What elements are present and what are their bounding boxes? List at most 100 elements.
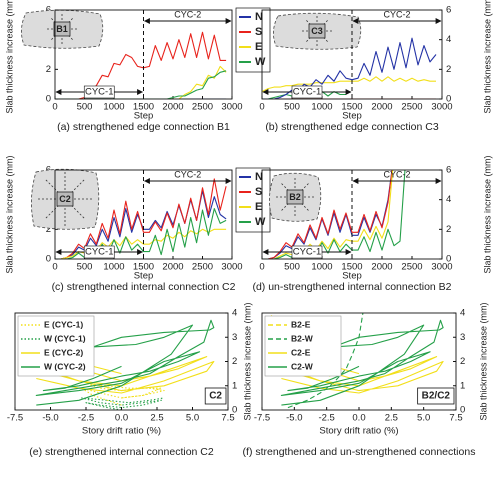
- slab-ray: [301, 181, 311, 191]
- column-box: [286, 189, 304, 205]
- x-tick-label: 1000: [311, 262, 332, 273]
- column-label: C3: [311, 26, 323, 36]
- x-axis-label: Story drift ratio (%): [82, 426, 161, 437]
- x-tick-label: 0: [52, 262, 57, 273]
- series-line: [35, 319, 215, 406]
- series-line: [55, 70, 227, 99]
- x-tick-label: 1000: [103, 102, 124, 113]
- legend-label: E (CYC-1): [44, 319, 83, 329]
- series-line: [280, 319, 444, 406]
- y-tick-label: 3: [232, 332, 237, 343]
- plot-frame: [261, 9, 443, 100]
- plot-frame: [54, 169, 233, 260]
- y-tick-label: 2: [46, 64, 51, 75]
- x-tick-label: 500: [284, 262, 300, 273]
- y-tick-label: 2: [46, 224, 51, 235]
- y-axis-label: Slab thickness increase (mm): [4, 155, 14, 273]
- phase-label: CYC-1: [293, 247, 322, 258]
- x-tick-label: 2000: [371, 262, 392, 273]
- x-axis-label: Step: [342, 271, 362, 282]
- x-axis-label: Step: [134, 271, 154, 282]
- legend-box: [17, 315, 95, 377]
- x-tick-label: 2000: [162, 102, 183, 113]
- slab-ray: [301, 203, 311, 213]
- legend-label: E: [255, 41, 262, 53]
- slab-ray: [71, 179, 85, 193]
- phase-label-bg: [83, 245, 115, 259]
- y-axis-label: Slab thickness increase (mm): [478, 302, 488, 420]
- y-tick-label: 6: [446, 165, 451, 176]
- slab-ray: [279, 181, 289, 191]
- phase-label: CYC-2: [174, 9, 201, 19]
- legend-box: [264, 315, 342, 377]
- legend-label: W (CYC-2): [44, 361, 86, 371]
- x-tick-label: 3000: [431, 262, 452, 273]
- x-tick-label: 3000: [431, 102, 452, 113]
- plot-frame: [261, 169, 443, 260]
- legend-label: E (CYC-2): [44, 347, 83, 357]
- x-tick-label: 1000: [103, 262, 124, 273]
- phase-label: CYC-2: [383, 9, 410, 19]
- x-tick-label: 0: [259, 262, 264, 273]
- series-group: [55, 31, 227, 99]
- y-axis-label: Slab thickness increase (mm): [242, 302, 252, 420]
- x-tick-label: 2500: [401, 102, 422, 113]
- caption: (c) strengthened internal connection C2: [52, 281, 236, 293]
- x-tick-label: 5.0: [186, 413, 199, 424]
- x-tick-label: 3000: [221, 102, 242, 113]
- legend-label: B2-E: [291, 319, 311, 329]
- phase-label: CYC-1: [85, 87, 114, 98]
- panel-tag-box: [417, 387, 455, 405]
- phase-label-bg: [291, 85, 323, 99]
- x-tick-label: 5.0: [417, 413, 430, 424]
- legend-label: N: [255, 171, 263, 183]
- y-tick-label: 3: [460, 332, 465, 343]
- x-tick-label: 1500: [133, 102, 154, 113]
- legend-label: C2-W: [291, 361, 314, 371]
- y-axis-label: Slab thickness increase (mm): [482, 155, 492, 273]
- x-tick-label: -7.5: [7, 413, 23, 424]
- column-label: C2: [59, 194, 71, 204]
- column-label: B2: [289, 192, 301, 202]
- x-tick-label: -2.5: [318, 413, 334, 424]
- y-axis-label: Slab thickness increase (mm): [482, 0, 492, 114]
- y-tick-label: 0: [232, 405, 237, 416]
- phase-label-bg: [291, 245, 323, 259]
- series-line: [55, 178, 227, 259]
- caption: (f) strengthened and un-strengthened con…: [243, 446, 476, 458]
- legend-label: S: [255, 186, 262, 198]
- x-tick-label: 500: [284, 102, 300, 113]
- plot-frame: [54, 9, 233, 100]
- caption: (d) un-strengthened internal connection …: [252, 281, 451, 293]
- x-tick-label: -7.5: [254, 413, 270, 424]
- y-tick-label: 0: [460, 405, 465, 416]
- x-tick-label: 2000: [371, 102, 392, 113]
- series-line: [81, 397, 165, 410]
- column-box: [56, 191, 74, 207]
- slab-ray: [45, 205, 59, 219]
- y-tick-label: 0: [446, 94, 451, 105]
- y-tick-label: 4: [446, 34, 451, 45]
- column-box: [53, 21, 71, 37]
- y-tick-label: 4: [446, 194, 451, 205]
- x-tick-label: 7.5: [221, 413, 234, 424]
- x-tick-label: 7.5: [449, 413, 462, 424]
- x-tick-label: 2500: [192, 102, 213, 113]
- x-tick-label: -5.0: [42, 413, 58, 424]
- slab-ray: [45, 179, 59, 193]
- y-tick-label: 0: [46, 254, 51, 265]
- x-tick-label: 2500: [401, 262, 422, 273]
- x-axis-label: Step: [134, 111, 154, 122]
- legend-label: S: [255, 26, 262, 38]
- y-tick-label: 6: [46, 5, 51, 16]
- caption: (e) strengthened internal connection C2: [29, 446, 214, 458]
- x-tick-label: 0: [259, 102, 264, 113]
- x-tick-label: 0: [52, 102, 57, 113]
- x-tick-label: 2.5: [150, 413, 163, 424]
- phase-label: CYC-1: [85, 247, 114, 258]
- panel: -7.5 -5.0 -2.5 0.0 2.5 5.0 7.50 1 2 3 4 Story drift…: [243, 302, 489, 457]
